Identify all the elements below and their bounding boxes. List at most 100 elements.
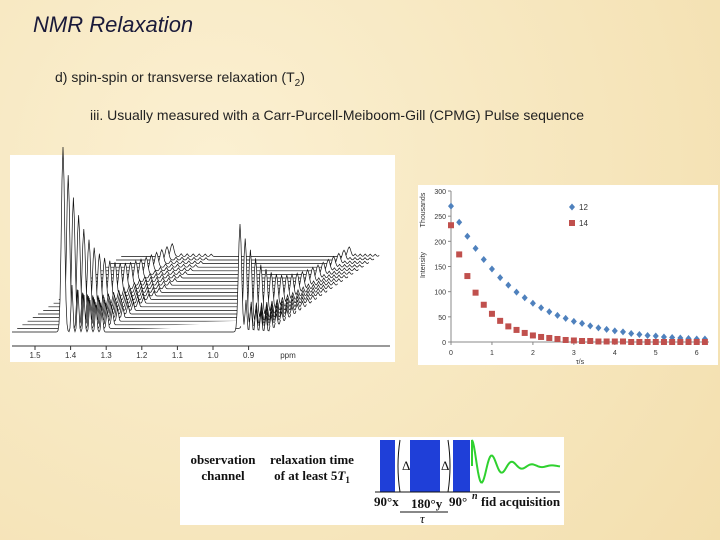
pulse-panel <box>180 437 564 525</box>
point <box>546 308 553 316</box>
point <box>488 265 495 273</box>
point <box>554 311 561 319</box>
point <box>628 329 635 337</box>
point <box>669 339 676 345</box>
point <box>636 339 643 345</box>
tick-label: 1.2 <box>136 351 148 360</box>
point <box>611 338 618 345</box>
pulse-diagram: observation channel relaxation time of a… <box>191 439 561 526</box>
x-tick-label: 1 <box>490 350 494 357</box>
point <box>480 301 487 308</box>
x-tick-label: 0 <box>449 350 453 357</box>
x-axis-label: τ/s <box>576 359 585 366</box>
text: ) <box>300 69 305 85</box>
point <box>497 317 504 324</box>
point <box>652 339 659 345</box>
text: T <box>337 468 346 483</box>
pulse <box>380 440 395 492</box>
point <box>570 337 577 344</box>
title: NMR Relaxation <box>33 12 193 37</box>
tick-label: 0.9 <box>243 351 255 360</box>
point <box>456 251 463 258</box>
y-tick-label: 250 <box>434 214 446 221</box>
y-tick-label: 300 <box>434 189 446 196</box>
delta: Δ <box>441 458 449 473</box>
point <box>677 339 684 345</box>
point <box>448 202 454 210</box>
point <box>587 337 594 344</box>
point <box>693 339 700 345</box>
point <box>660 333 667 341</box>
point <box>554 335 561 342</box>
y-unit-label: Thousands <box>420 192 427 227</box>
point <box>603 338 610 345</box>
label: relaxation time <box>270 452 354 467</box>
label: fid acquisition <box>481 494 561 509</box>
point <box>570 317 577 325</box>
point <box>701 339 708 345</box>
point <box>660 339 667 345</box>
point <box>529 299 536 307</box>
tick-label: 1.4 <box>65 351 77 360</box>
pulse <box>410 440 440 492</box>
point <box>497 274 504 282</box>
point <box>611 327 618 335</box>
y-tick-label: 100 <box>434 290 446 297</box>
spectrum: 1.5 1.4 1.3 1.2 1.1 1.0 0.9 ppm <box>12 146 390 360</box>
text: d) spin-spin or transverse relaxation (T <box>55 69 295 85</box>
point <box>579 337 586 344</box>
x-tick-label: 2 <box>531 350 535 357</box>
point <box>538 304 545 312</box>
label: 90°x <box>374 494 399 509</box>
x-tick-label: 4 <box>613 350 617 357</box>
tick-label: 1.1 <box>172 351 184 360</box>
point <box>546 334 553 341</box>
tick-label: 1.5 <box>29 351 41 360</box>
point <box>513 288 520 296</box>
point <box>464 232 471 240</box>
spectrum-trace <box>12 146 271 333</box>
point <box>562 314 569 322</box>
x-tick-label: 3 <box>572 350 576 357</box>
point <box>579 319 586 327</box>
x-tick-label: 5 <box>654 350 658 357</box>
point <box>538 333 545 340</box>
delta: Δ <box>402 458 410 473</box>
label: n <box>472 491 478 502</box>
label: channel <box>201 468 245 483</box>
point <box>529 332 536 339</box>
point <box>521 329 528 336</box>
point <box>652 332 659 340</box>
legend-marker <box>569 220 575 226</box>
point <box>595 324 602 332</box>
subscript: 1 <box>345 475 350 485</box>
point <box>595 338 602 345</box>
y-tick-label: 50 <box>438 315 446 322</box>
y-tick-label: 200 <box>434 239 446 246</box>
point <box>587 322 594 330</box>
label: τ <box>420 511 426 526</box>
y-tick-label: 0 <box>442 340 446 347</box>
point <box>620 328 626 336</box>
point <box>644 331 651 339</box>
tick-label: 1.0 <box>207 351 219 360</box>
point <box>644 339 651 345</box>
label: 90° <box>449 494 467 509</box>
point <box>505 323 512 330</box>
y-axis-label: Intensity <box>420 251 427 278</box>
point <box>456 218 463 226</box>
label: 180°y <box>411 496 443 511</box>
point <box>636 330 643 338</box>
y-tick-label: 150 <box>434 265 446 272</box>
point <box>464 273 471 280</box>
point <box>472 289 479 296</box>
fid <box>471 439 561 484</box>
label: of at least 5T1 <box>274 468 350 485</box>
point <box>505 281 512 289</box>
point <box>488 310 495 317</box>
point <box>620 338 626 345</box>
point <box>628 339 635 345</box>
